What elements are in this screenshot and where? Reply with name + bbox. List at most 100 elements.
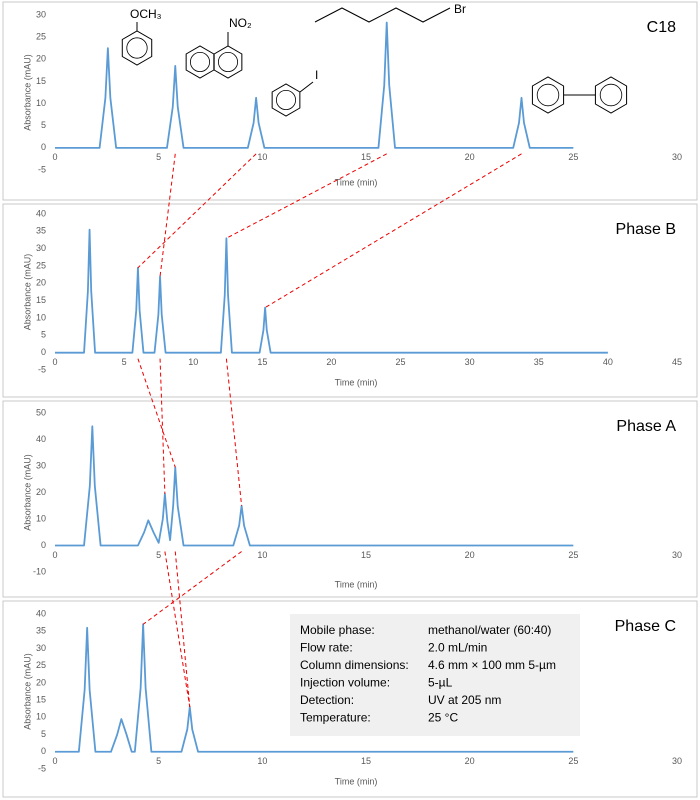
x-tick-label: 0: [52, 756, 57, 766]
y-tick-label: 35: [36, 626, 46, 636]
molecule-label: OCH₃: [130, 7, 162, 21]
x-tick-label: 30: [465, 357, 475, 367]
iodobenzene-ring: [275, 90, 296, 111]
naphthalene: [213, 45, 243, 79]
y-tick-label: 10: [36, 712, 46, 722]
x-tick-label: 15: [361, 756, 371, 766]
y-tick-label: 20: [36, 487, 46, 497]
y-tick-label: 0: [41, 746, 46, 756]
y-tick-label: 5: [41, 120, 46, 130]
x-axis-title: Time (min): [335, 377, 378, 387]
y-tick-label: 10: [36, 513, 46, 523]
trace: [55, 21, 574, 149]
y-tick-label: 15: [36, 694, 46, 704]
panel-border: [2, 600, 698, 798]
x-tick-label: 5: [156, 756, 161, 766]
peak-link: [264, 153, 522, 309]
condition-value: UV at 205 nm: [428, 693, 501, 707]
bromohexane: [314, 7, 451, 23]
condition-label: Flow rate:: [300, 641, 353, 655]
peak-link: [159, 358, 166, 494]
x-tick-label: 10: [257, 550, 267, 560]
iodobenzene: [271, 83, 301, 117]
molecule-label: I: [315, 68, 318, 82]
panel-title: C18: [647, 19, 676, 36]
peak-link: [174, 551, 191, 708]
y-tick-label: -10: [33, 566, 46, 576]
x-tick-label: 30: [672, 152, 682, 162]
x-tick-label: 5: [122, 357, 127, 367]
y-tick-label: 30: [36, 643, 46, 653]
x-tick-label: 10: [257, 756, 267, 766]
x-tick-label: 15: [361, 550, 371, 560]
y-tick-label: 10: [36, 98, 46, 108]
x-tick-label: 0: [52, 357, 57, 367]
y-tick-label: 30: [36, 243, 46, 253]
condition-value: 4.6 mm × 100 mm 5-µm: [428, 658, 556, 672]
x-tick-label: 10: [188, 357, 198, 367]
biphenyl: [594, 76, 628, 114]
x-tick-label: 40: [603, 357, 613, 367]
y-tick-label: 0: [41, 142, 46, 152]
peak-link: [164, 551, 191, 708]
condition-label: Column dimensions:: [300, 658, 409, 672]
condition-label: Detection:: [300, 693, 354, 707]
molecule-label: Br: [454, 2, 466, 16]
biphenyl: [531, 76, 565, 114]
y-tick-label: 5: [41, 729, 46, 739]
y-tick-label: 0: [41, 347, 46, 357]
y-tick-label: 35: [36, 226, 46, 236]
y-tick-label: 30: [36, 460, 46, 470]
y-tick-label: 25: [36, 660, 46, 670]
condition-value: methanol/water (60:40): [428, 623, 551, 637]
x-tick-label: 0: [52, 550, 57, 560]
x-tick-label: 20: [465, 756, 475, 766]
x-tick-label: 25: [568, 756, 578, 766]
peak-link: [137, 358, 176, 468]
x-tick-label: 30: [672, 756, 682, 766]
trace: [55, 425, 574, 547]
y-tick-label: 40: [36, 208, 46, 218]
condition-value: 5-µL: [428, 676, 453, 690]
trace: [55, 228, 608, 354]
anisole-ring: [126, 37, 148, 59]
condition-value: 2.0 mL/min: [428, 641, 487, 655]
x-tick-label: 15: [257, 357, 267, 367]
x-axis-title: Time (min): [335, 177, 378, 187]
panel-title: Phase A: [616, 418, 676, 435]
x-tick-label: 35: [534, 357, 544, 367]
biphenyl-ring: [599, 83, 623, 107]
conditions-box: [290, 614, 580, 736]
y-tick-label: 10: [36, 312, 46, 322]
y-tick-label: 30: [36, 9, 46, 19]
x-axis-title: Time (min): [335, 776, 378, 786]
y-tick-label: 5: [41, 330, 46, 340]
x-axis-title: Time (min): [335, 579, 378, 589]
peak-link: [226, 153, 387, 239]
bond: [299, 81, 314, 93]
x-tick-label: 25: [568, 152, 578, 162]
x-tick-label: 20: [465, 152, 475, 162]
panel-border: [2, 1, 698, 201]
y-axis-title: Absorbance (mAU): [22, 254, 32, 331]
x-tick-label: 30: [672, 550, 682, 560]
y-axis-title: Absorbance (mAU): [22, 653, 32, 730]
y-tick-label: 15: [36, 76, 46, 86]
condition-label: Injection volume:: [300, 676, 390, 690]
anisole: [121, 30, 153, 66]
x-tick-label: 45: [672, 357, 682, 367]
naphthalene-ring: [189, 52, 210, 73]
y-tick-label: 20: [36, 278, 46, 288]
y-tick-label: -5: [38, 763, 46, 773]
panel-title: Phase C: [615, 618, 676, 635]
naphthalene-ring: [217, 52, 238, 73]
biphenyl-ring: [536, 83, 560, 107]
y-tick-label: -5: [38, 164, 46, 174]
y-tick-label: 20: [36, 54, 46, 64]
x-tick-label: 20: [326, 357, 336, 367]
x-tick-label: 15: [361, 152, 371, 162]
y-tick-label: 40: [36, 608, 46, 618]
y-tick-label: 50: [36, 407, 46, 417]
y-axis-title: Absorbance (mAU): [22, 54, 32, 131]
